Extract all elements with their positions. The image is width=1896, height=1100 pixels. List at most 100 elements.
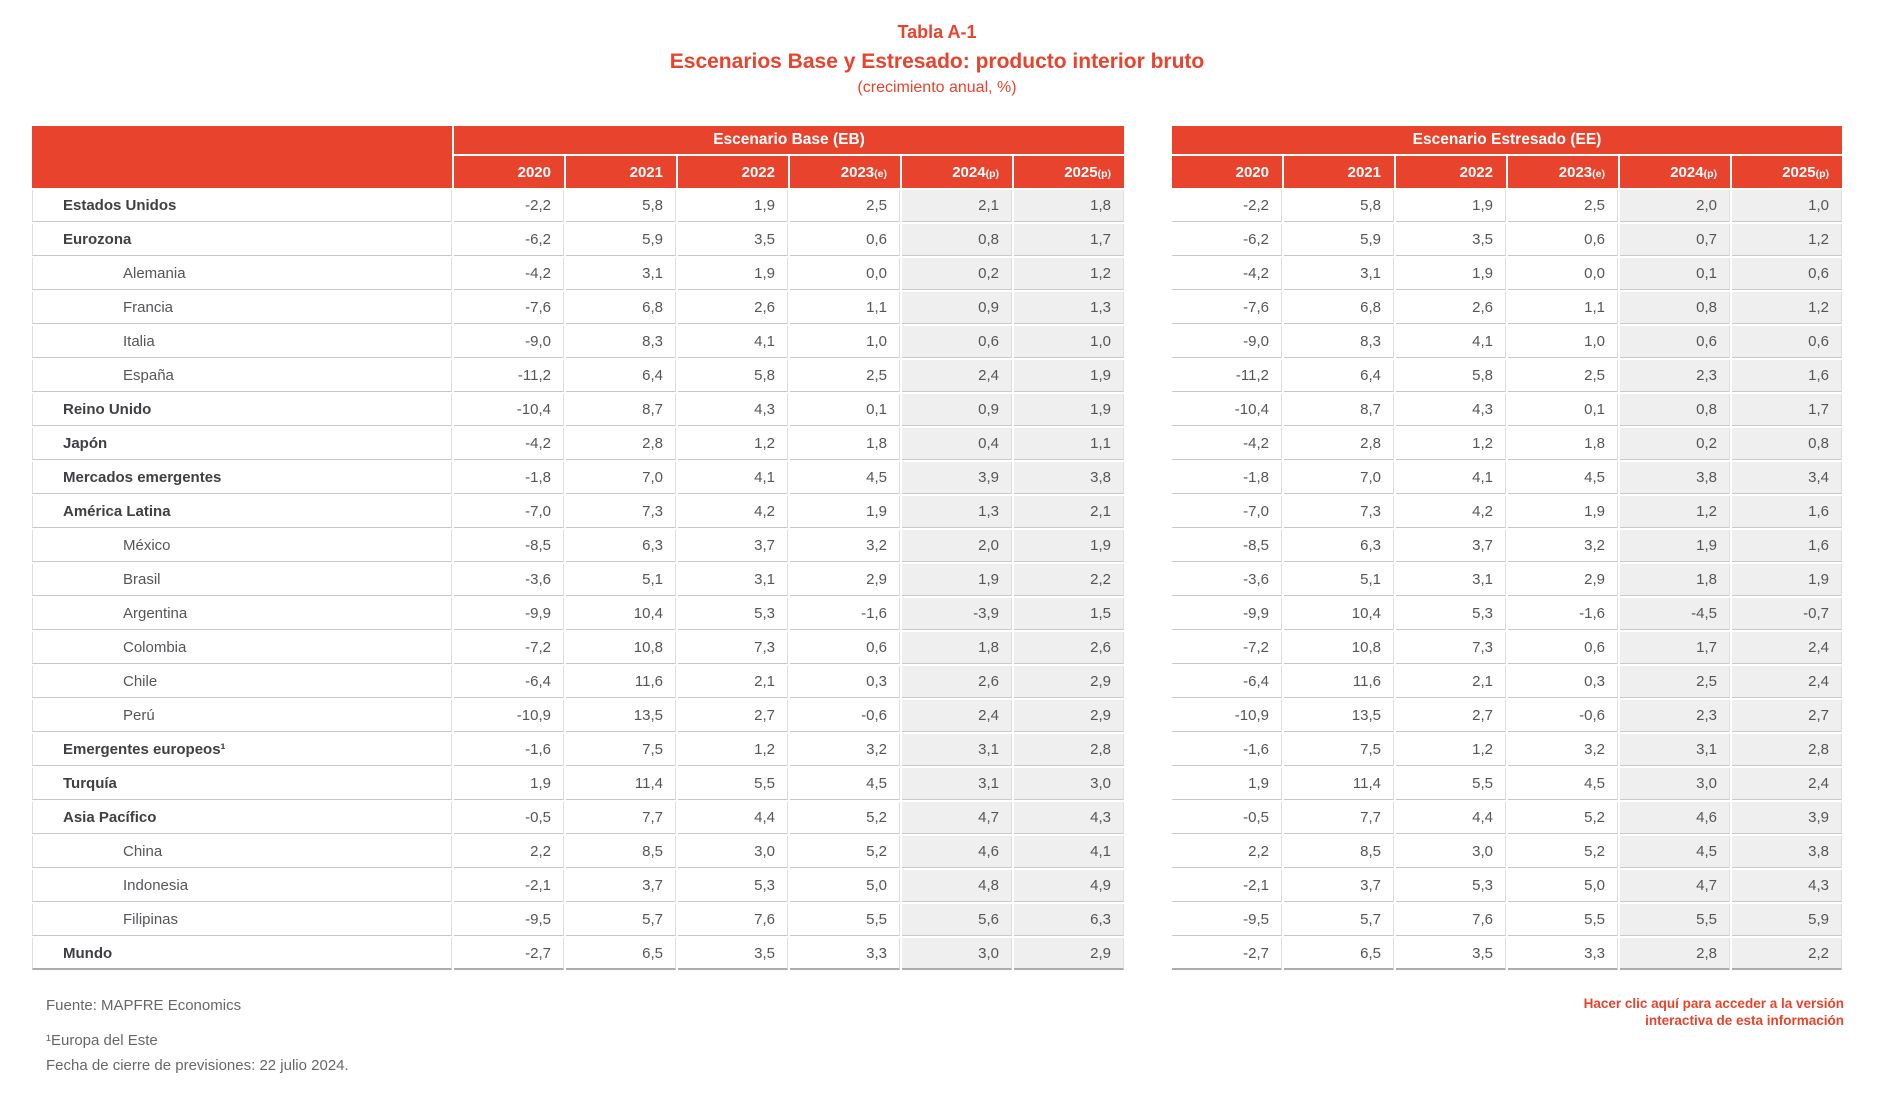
eb-value-cell: -11,2	[454, 360, 564, 392]
row-label: Turquía	[32, 768, 452, 800]
table-row: Turquía 1,9 11,4 5,5 4,5 3,1 3,0	[32, 768, 1124, 800]
year-header: 2023(e)	[1508, 156, 1618, 188]
eb-value-cell: -0,6	[790, 700, 900, 732]
ee-value-cell: 5,7	[1284, 904, 1394, 936]
eb-value-cell: -3,9	[902, 598, 1012, 630]
ee-value-cell: -1,6	[1508, 598, 1618, 630]
eb-value-cell: 0,0	[790, 258, 900, 290]
table-row: Francia -7,6 6,8 2,6 1,1 0,9 1,3	[32, 292, 1124, 324]
eb-value-cell: 5,3	[678, 870, 788, 902]
ee-value-cell: 4,4	[1396, 802, 1506, 834]
eb-value-cell: 7,0	[566, 462, 676, 494]
ee-value-cell: 0,8	[1732, 428, 1842, 460]
table-row: -11,2 6,4 5,8 2,5 2,3 1,6	[1172, 360, 1842, 392]
interactive-version-link[interactable]: Hacer clic aquí para acceder a la versió…	[1584, 996, 1844, 1029]
ee-value-cell: 3,4	[1732, 462, 1842, 494]
ee-value-cell: 4,7	[1620, 870, 1730, 902]
eb-value-cell: 2,9	[1014, 666, 1124, 698]
row-label: Emergentes europeos¹	[32, 734, 452, 766]
ee-value-cell: 3,5	[1396, 938, 1506, 970]
ee-value-cell: 5,9	[1732, 904, 1842, 936]
table-row: Indonesia -2,1 3,7 5,3 5,0 4,8 4,9	[32, 870, 1124, 902]
ee-value-cell: 7,0	[1284, 462, 1394, 494]
eb-value-cell: 4,1	[678, 326, 788, 358]
ee-value-cell: -9,0	[1172, 326, 1282, 358]
ee-value-cell: 0,0	[1508, 258, 1618, 290]
ee-value-cell: -10,4	[1172, 394, 1282, 426]
ee-value-cell: 1,2	[1620, 496, 1730, 528]
ee-value-cell: 4,1	[1396, 326, 1506, 358]
ee-value-cell: 2,5	[1620, 666, 1730, 698]
table-row: Emergentes europeos¹ -1,6 7,5 1,2 3,2 3,1 2,8	[32, 734, 1124, 766]
ee-value-cell: 2,5	[1508, 190, 1618, 222]
eb-value-cell: 1,9	[790, 496, 900, 528]
ee-value-cell: 0,8	[1620, 292, 1730, 324]
ee-value-cell: 1,9	[1396, 258, 1506, 290]
table-row: Reino Unido -10,4 8,7 4,3 0,1 0,9 1,9	[32, 394, 1124, 426]
year-header: 2024(p)	[1620, 156, 1730, 188]
row-label: Chile	[32, 666, 452, 698]
ee-value-cell: -4,5	[1620, 598, 1730, 630]
year-header: 2021	[566, 156, 676, 188]
row-label: Brasil	[32, 564, 452, 596]
ee-value-cell: 1,0	[1732, 190, 1842, 222]
ee-value-cell: 8,5	[1284, 836, 1394, 868]
table-row: Chile -6,4 11,6 2,1 0,3 2,6 2,9	[32, 666, 1124, 698]
row-label: Mercados emergentes	[32, 462, 452, 494]
eb-value-cell: 2,7	[678, 700, 788, 732]
ee-value-cell: 2,2	[1172, 836, 1282, 868]
eb-value-cell: 4,3	[678, 394, 788, 426]
ee-value-cell: 4,6	[1620, 802, 1730, 834]
row-label: Francia	[32, 292, 452, 324]
ee-value-cell: 1,9	[1396, 190, 1506, 222]
table-row: Mercados emergentes -1,8 7,0 4,1 4,5 3,9 3,8	[32, 462, 1124, 494]
ee-value-cell: 3,1	[1284, 258, 1394, 290]
eb-value-cell: 3,0	[678, 836, 788, 868]
eb-value-cell: 13,5	[566, 700, 676, 732]
table-row: -9,5 5,7 7,6 5,5 5,5 5,9	[1172, 904, 1842, 936]
table-row: Filipinas -9,5 5,7 7,6 5,5 5,6 6,3	[32, 904, 1124, 936]
ee-value-cell: 0,1	[1508, 394, 1618, 426]
ee-value-cell: 7,6	[1396, 904, 1506, 936]
row-label: Argentina	[32, 598, 452, 630]
eb-value-cell: 3,1	[902, 768, 1012, 800]
eb-value-cell: 3,1	[678, 564, 788, 596]
ee-value-cell: 1,2	[1732, 224, 1842, 256]
table-row: China 2,2 8,5 3,0 5,2 4,6 4,1	[32, 836, 1124, 868]
eb-value-cell: -2,1	[454, 870, 564, 902]
corner-header-cell	[32, 126, 452, 188]
ee-value-cell: 5,2	[1508, 802, 1618, 834]
eb-value-cell: 4,3	[1014, 802, 1124, 834]
table-row: España -11,2 6,4 5,8 2,5 2,4 1,9	[32, 360, 1124, 392]
ee-value-cell: 3,9	[1732, 802, 1842, 834]
ee-value-cell: 8,7	[1284, 394, 1394, 426]
eb-value-cell: 2,5	[790, 360, 900, 392]
ee-value-cell: -1,6	[1172, 734, 1282, 766]
eb-value-cell: 2,4	[902, 360, 1012, 392]
ee-value-cell: 5,3	[1396, 598, 1506, 630]
ee-value-cell: -7,2	[1172, 632, 1282, 664]
footnote-fecha-cierre: Fecha de cierre de previsiones: 22 julio…	[46, 1057, 349, 1074]
ee-value-cell: 2,8	[1620, 938, 1730, 970]
eb-value-cell: -2,2	[454, 190, 564, 222]
year-header: 2025(p)	[1014, 156, 1124, 188]
ee-value-cell: 5,0	[1508, 870, 1618, 902]
ee-value-cell: 5,8	[1284, 190, 1394, 222]
eb-value-cell: 3,1	[566, 258, 676, 290]
ee-value-cell: -9,5	[1172, 904, 1282, 936]
eb-value-cell: 5,1	[566, 564, 676, 596]
ee-value-cell: 2,5	[1508, 360, 1618, 392]
eb-value-cell: 4,4	[678, 802, 788, 834]
eb-value-cell: -10,9	[454, 700, 564, 732]
eb-value-cell: 5,7	[566, 904, 676, 936]
table-row: -2,1 3,7 5,3 5,0 4,7 4,3	[1172, 870, 1842, 902]
row-label: México	[32, 530, 452, 562]
eb-value-cell: 2,9	[1014, 938, 1124, 970]
ee-value-cell: 1,2	[1396, 428, 1506, 460]
eb-value-cell: 4,8	[902, 870, 1012, 902]
eb-value-cell: 11,4	[566, 768, 676, 800]
eb-value-cell: 2,2	[1014, 564, 1124, 596]
ee-value-cell: 10,8	[1284, 632, 1394, 664]
eb-value-cell: -6,4	[454, 666, 564, 698]
